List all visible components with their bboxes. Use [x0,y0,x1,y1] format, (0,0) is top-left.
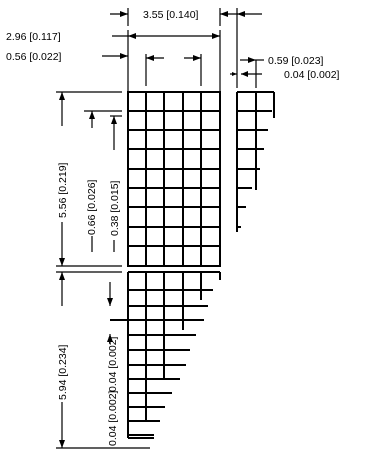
dim-row-pitch: 0.66 [0.026] [84,110,122,252]
dim-pad-gap: 0.56 [0.022] [6,51,202,86]
dim-lower-height: 5.94 [0.234] [57,272,69,448]
dim-upper-height: 5.56 [0.219] [57,92,69,266]
upper-grid [127,91,221,267]
dim-side-gap-label: 0.04 [0.002] [284,69,340,81]
dim-side-gap: 0.04 [0.002] [230,69,340,81]
dim-lower-height-label: 5.94 [0.234] [57,344,69,400]
dim-row-pitch-label: 0.66 [0.026] [86,179,98,235]
dim-lower-gap-b: 0.04 [0.002] [107,390,119,446]
dim-upper-height-label: 5.56 [0.219] [57,162,69,218]
dim-lower-gap-a-label: 0.04 [0.002] [107,336,119,392]
dim-left-offset: 2.96 [0.117] [6,30,221,92]
dim-side-width-label: 0.59 [0.023] [268,55,324,67]
dim-lower-gap-a: 0.04 [0.002] [107,282,119,392]
dim-side-width: 0.59 [0.023] [236,8,324,88]
lower-grid [110,271,221,439]
dim-row-gap-label: 0.38 [0.015] [109,180,121,236]
dim-left-offset-label: 2.96 [0.117] [6,31,61,43]
dim-top-width-label: 3.55 [0.140] [143,9,199,21]
dim-lower-gap-b-label: 0.04 [0.002] [107,390,119,446]
dim-top-width: 3.55 [0.140] [110,8,238,26]
side-profile [236,91,275,232]
dim-pad-gap-label: 0.56 [0.022] [6,51,62,63]
dim-row-gap: 0.38 [0.015] [109,115,122,252]
left-extensions [56,91,150,449]
